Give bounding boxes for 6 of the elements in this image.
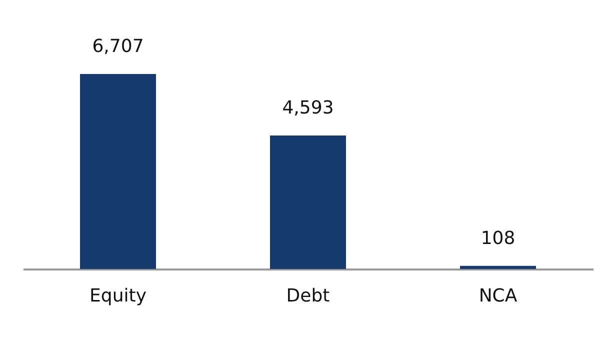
data-label: 4,593 [282,97,334,118]
x-tick-label: NCA [478,286,518,306]
x-tick-label: Equity [90,286,147,306]
x-tick-label: Debt [286,286,330,306]
data-label: 6,707 [92,36,144,57]
data-label: 108 [480,228,516,249]
